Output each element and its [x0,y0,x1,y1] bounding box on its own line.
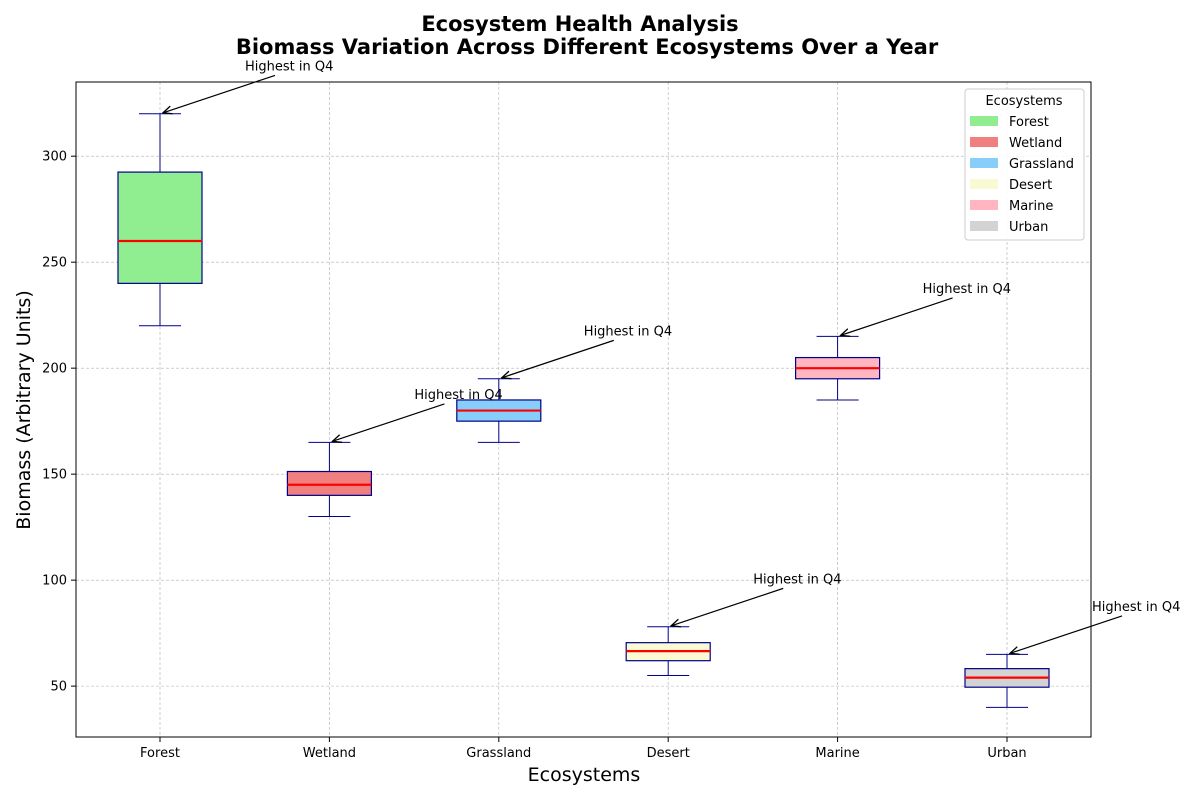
boxes [117,113,1050,708]
legend: Ecosystems Forest Wetland Grassland Desert M… [964,88,1085,241]
legend-entry: Grassland [1009,157,1074,172]
y-axis-ticks: 50 100 150 200 250 300 [42,150,76,695]
box-marine [794,335,881,401]
box-grassland [456,378,542,443]
box-forest [117,113,203,327]
legend-entry: Wetland [1009,136,1062,151]
box-urban [964,653,1050,708]
legend-swatch [970,137,998,147]
annotation-label: Highest in Q4 [584,324,672,339]
legend-swatch [970,179,998,189]
annotation-arrow [671,587,784,625]
grid [76,82,1091,737]
box-desert [625,626,711,677]
y-tick-label: 200 [42,362,67,377]
legend-entry: Desert [1009,178,1052,193]
chart-subtitle: Biomass Variation Across Different Ecosy… [236,35,939,59]
legend-swatch [970,116,998,126]
legend-entry: Marine [1009,199,1053,214]
y-axis-label: Biomass (Arbitrary Units) [13,290,35,529]
annotation-label: Highest in Q4 [923,282,1011,297]
legend-entry: Urban [1009,220,1048,235]
x-tick-label: Marine [815,746,859,761]
annotation-label: Highest in Q4 [245,59,333,74]
box-body [117,171,203,284]
annotation-arrow [163,74,276,112]
x-tick-label: Grassland [466,746,531,761]
y-tick-label: 300 [42,150,67,165]
y-tick-label: 250 [42,256,67,271]
x-tick-label: Wetland [303,746,356,761]
legend-swatch [970,200,998,210]
annotation-label: Highest in Q4 [414,388,502,403]
annotation-arrow [841,297,953,335]
x-tick-label: Urban [987,746,1026,761]
legend-entry: Forest [1009,115,1049,130]
annotation-label: Highest in Q4 [753,572,841,587]
annotation-label: Highest in Q4 [1092,600,1180,615]
annotation-arrow [332,403,445,441]
y-tick-label: 100 [42,574,67,589]
annotation-arrow [502,339,614,377]
legend-swatch [970,158,998,168]
legend-title: Ecosystems [985,94,1062,109]
x-tick-label: Forest [140,746,180,761]
plot-frame [75,81,1092,738]
y-tick-label: 150 [42,468,67,483]
x-tick-label: Desert [647,746,690,761]
legend-swatch [970,221,998,231]
x-axis-label: Ecosystems [528,764,641,786]
box-body [286,470,372,496]
annotations: Highest in Q4 Highest in Q4 Highest in Q4 H… [163,59,1180,653]
box-wetland [286,441,372,518]
chart-title: Ecosystem Health Analysis [421,12,738,36]
annotation-arrow [1010,615,1123,653]
y-tick-label: 50 [50,680,67,695]
x-axis-ticks: Forest Wetland Grassland Desert Marine Urban [140,737,1027,761]
